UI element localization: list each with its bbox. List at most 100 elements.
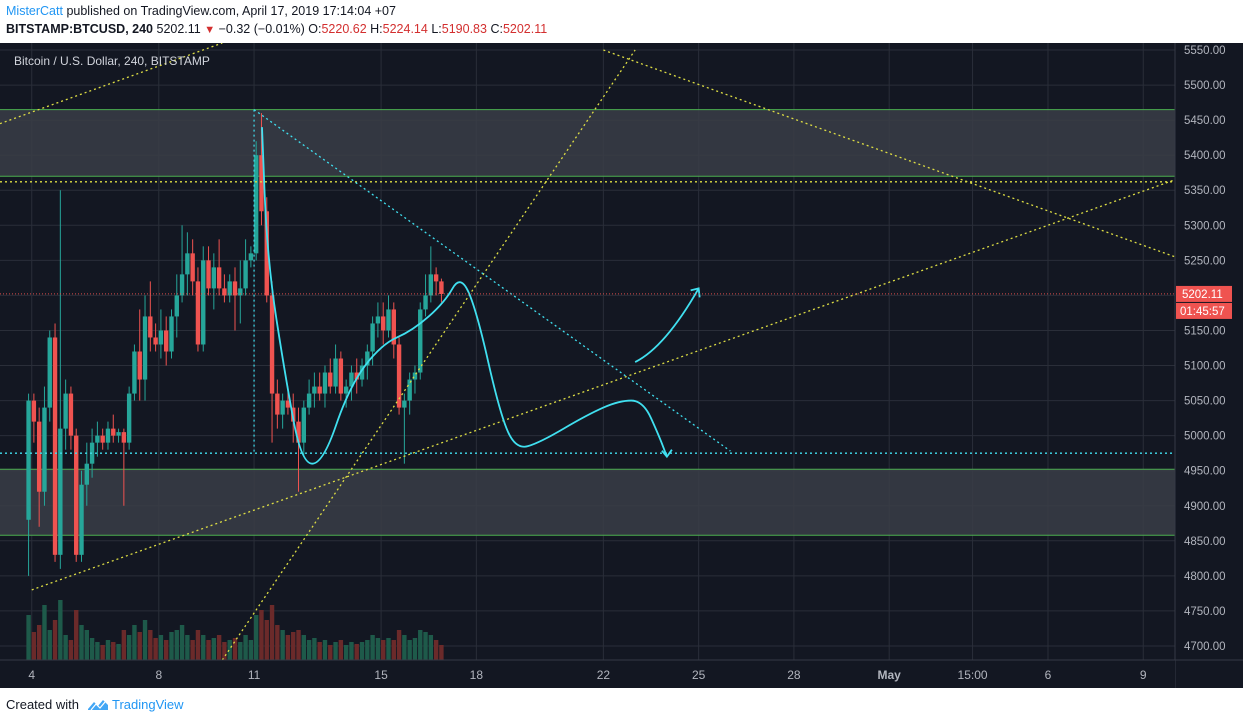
candle-body (52, 337, 58, 555)
time-tick-label: 25 (692, 668, 706, 682)
volume-bar (380, 640, 386, 660)
last-price-tag (1176, 285, 1232, 302)
volume-bar (365, 640, 370, 660)
candle-body (132, 351, 137, 394)
candle-body (412, 372, 418, 380)
time-tick-label: 18 (470, 668, 484, 682)
candle-body (396, 344, 402, 408)
volume-bar (375, 638, 381, 660)
candle-body (84, 463, 90, 485)
candle-body (206, 260, 211, 289)
volume-bar (343, 645, 349, 660)
candle-body (418, 309, 423, 373)
candle-body (121, 432, 127, 443)
open-value: 5220.62 (321, 22, 367, 36)
price-tick-label: 4900.00 (1184, 501, 1226, 513)
candle-body (174, 295, 179, 317)
price-tick-label: 5150.00 (1184, 325, 1226, 337)
chart-title: Bitcoin / U.S. Dollar, 240, BITSTAMP (14, 54, 210, 68)
candle-body (216, 267, 222, 289)
price-tick-label: 5550.00 (1184, 45, 1226, 57)
time-tick-label: May (878, 668, 902, 682)
volume-bar (174, 630, 179, 660)
volume-bar (402, 635, 407, 660)
time-tick-label: 6 (1045, 668, 1052, 682)
volume-bar (423, 632, 428, 660)
volume-bar (31, 632, 37, 660)
tradingview-brand[interactable]: TradingView (112, 697, 184, 712)
candle-body (253, 155, 259, 254)
price-tick-label: 5250.00 (1184, 255, 1226, 267)
volume-bar (259, 610, 264, 660)
close-value: 5202.11 (502, 22, 548, 36)
price-tick-label: 4850.00 (1184, 536, 1226, 548)
candle-body (190, 253, 195, 282)
volume-bar (121, 630, 127, 660)
candle-body (211, 267, 217, 289)
candle-body (111, 428, 116, 436)
price-tick-label: 4700.00 (1184, 641, 1226, 653)
candle-body (26, 400, 31, 520)
author-link[interactable]: MisterCatt (6, 4, 63, 18)
volume-bar (433, 640, 439, 660)
price-chart[interactable]: 5550.00 5500.00 5450.00 5400.00 5350.00 5300.… (0, 42, 1243, 688)
published-text: published on TradingView.com, April 17, … (66, 4, 396, 18)
low-value: 5190.83 (441, 22, 487, 36)
candle-body (312, 386, 317, 394)
tradingview-logo-icon[interactable] (87, 698, 109, 712)
publish-line: MisterCatt published on TradingView.com,… (6, 4, 396, 18)
chart-area[interactable]: 5550.00 5500.00 5450.00 5400.00 5350.00 5300.… (0, 42, 1243, 688)
volume-bar (301, 635, 307, 660)
candles (26, 113, 444, 576)
candle-body (428, 274, 434, 296)
candle-body (391, 309, 396, 345)
candle-body (306, 393, 312, 408)
support-zone (0, 109, 1175, 177)
volume-bar (116, 644, 121, 660)
time-tick-label: 15 (374, 668, 388, 682)
candle-body (137, 351, 142, 380)
volume-bars (26, 600, 444, 660)
candle-body (116, 432, 121, 436)
candle-body (343, 386, 349, 394)
volume-bar (63, 635, 68, 660)
volume-bar (328, 645, 333, 660)
candle-body (238, 288, 243, 296)
volume-bar (126, 635, 132, 660)
volume-bar (163, 640, 169, 660)
volume-bar (317, 642, 322, 660)
candle-body (349, 372, 354, 387)
candle-body (95, 435, 100, 443)
volume-bar (269, 605, 275, 660)
volume-bar (322, 640, 328, 660)
candle-body (365, 351, 370, 366)
volume-bar (100, 645, 105, 660)
ohlc-line: BITSTAMP:BTCUSD, 240 5202.11 ▼ −0.32 (−0… (6, 22, 547, 36)
low-label: L: (431, 22, 442, 36)
volume-bar (232, 638, 238, 660)
candle-body (317, 386, 322, 394)
high-label: H: (370, 22, 383, 36)
price-tick-label: 4800.00 (1184, 571, 1226, 583)
volume-bar (227, 640, 232, 660)
volume-bar (89, 638, 95, 660)
time-tick-label: 9 (1140, 668, 1147, 682)
candle-body (163, 330, 169, 352)
triangle-down-icon: ▼ (204, 24, 216, 36)
volume-bar (238, 642, 243, 660)
volume-bar (386, 638, 391, 660)
candle-body (100, 435, 105, 443)
volume-bar (291, 632, 296, 660)
countdown-tag-text: 01:45:57 (1180, 306, 1225, 318)
candle-body (275, 393, 280, 415)
candle-body (232, 281, 238, 296)
price-tick-label: 5300.00 (1184, 220, 1226, 232)
candle-body (370, 323, 375, 352)
time-axis[interactable]: 4 8 11 15 18 22 25 28 May 15:00 6 9 (28, 668, 1146, 682)
countdown-tag (1176, 302, 1232, 319)
volume-bar (407, 640, 412, 660)
candle-body (423, 295, 428, 310)
candle-body (402, 400, 407, 408)
volume-bar (253, 615, 259, 660)
candle-body (359, 365, 365, 380)
